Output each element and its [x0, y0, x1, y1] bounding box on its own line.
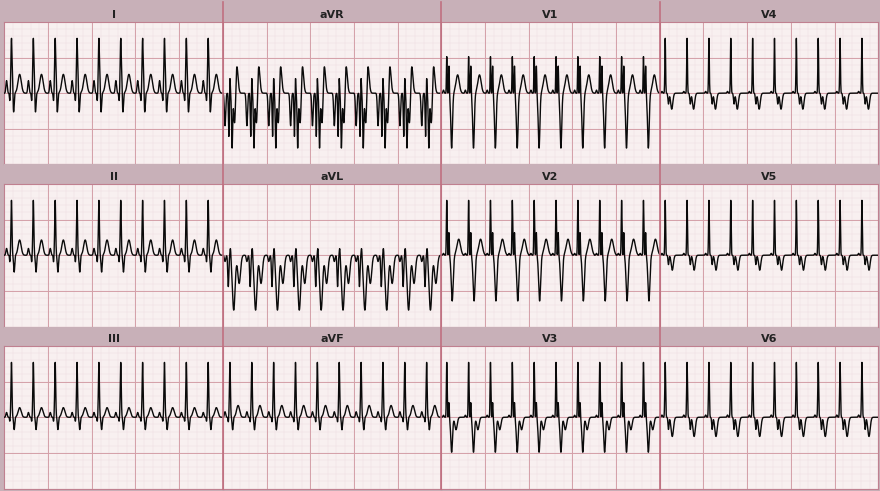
Text: aVR: aVR — [319, 10, 344, 20]
Text: V3: V3 — [542, 334, 559, 344]
Text: V6: V6 — [760, 334, 777, 344]
Text: II: II — [110, 172, 118, 182]
Text: aVL: aVL — [320, 172, 344, 182]
Text: V2: V2 — [542, 172, 559, 182]
Text: V1: V1 — [542, 10, 559, 20]
Text: aVF: aVF — [320, 334, 344, 344]
Text: V4: V4 — [760, 10, 777, 20]
Text: I: I — [112, 10, 115, 20]
Text: III: III — [107, 334, 120, 344]
Text: V5: V5 — [761, 172, 777, 182]
